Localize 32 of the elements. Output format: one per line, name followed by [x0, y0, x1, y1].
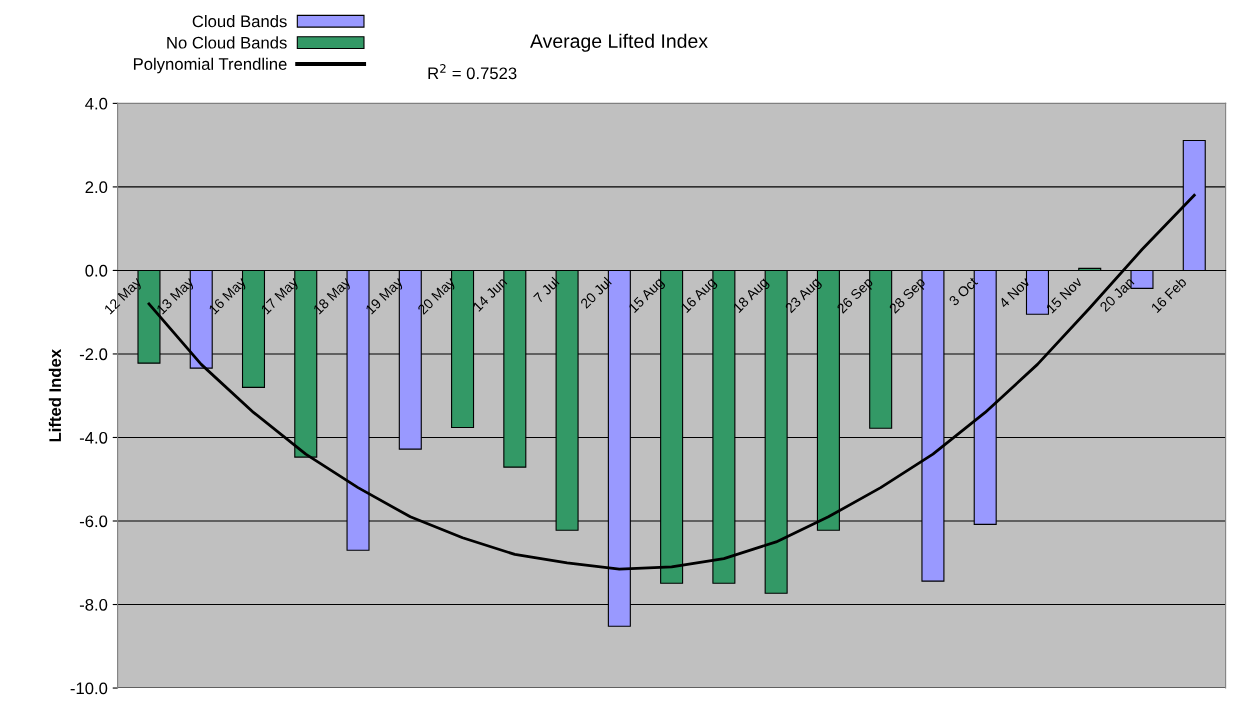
y-tick-label: 4.0 [85, 97, 108, 110]
y-axis-title: Lifted Index [48, 349, 62, 442]
x-tick-label: 18 May [312, 276, 354, 317]
legend-label: Cloud Bands [192, 15, 287, 28]
y-tick-label: 2.0 [85, 181, 108, 194]
x-tick-label: 20 Jan [1099, 276, 1135, 313]
x-tick-label: 12 May [103, 276, 145, 317]
y-tick-label: -10.0 [70, 682, 108, 695]
y-tick-label: -6.0 [79, 515, 108, 528]
x-tick-label: 3 Oct [948, 276, 979, 307]
x-tick-label: 13 May [156, 276, 197, 317]
x-tick-label: 28 Sep [888, 276, 928, 316]
x-tick-label: 7 Jul [532, 276, 560, 304]
y-tick-label: -8.0 [79, 598, 108, 611]
x-tick-label: 16 Feb [1150, 276, 1188, 314]
x-tick-label: 15 Nov [1045, 276, 1083, 314]
x-tick-label: 23 Aug [784, 276, 823, 316]
x-tick-label: 16 Aug [680, 276, 719, 315]
chart-title: Average Lifted Index [530, 33, 708, 52]
text: R$^{2}$ = 0.7523 [428, 64, 517, 80]
y-tick-label: -2.0 [79, 348, 108, 361]
y-tick-label: -4.0 [79, 431, 108, 444]
x-tick-label: 15 Aug [628, 276, 667, 315]
x-tick-label: 14 Jun [472, 276, 508, 312]
x-tick-label: 19 May [365, 276, 406, 317]
x-tick-label: 18 Aug [732, 276, 771, 315]
y-tick-label: 0.0 [85, 264, 108, 277]
x-tick-label: 20 May [417, 276, 458, 317]
legend-label: No Cloud Bands [167, 36, 287, 49]
x-tick-label: 26 Sep [836, 276, 876, 316]
x-tick-label: 20 Jul [579, 276, 612, 309]
legend-label: Polynomial Trendline [133, 57, 287, 74]
